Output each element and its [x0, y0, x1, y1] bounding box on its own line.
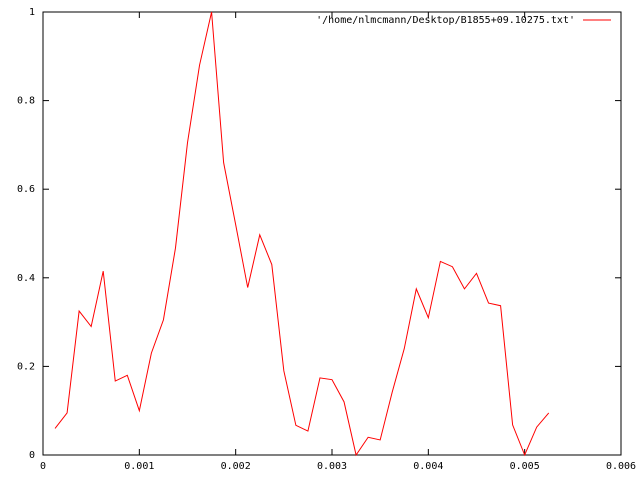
data-line [54, 11, 550, 457]
x-tick-label: 0.006 [606, 461, 636, 472]
x-tick-label: 0 [40, 461, 46, 472]
plot-border [42, 11, 622, 456]
x-tick-label: 0.004 [413, 461, 443, 472]
y-tick-label: 1 [29, 7, 35, 18]
y-tick-label: 0.8 [17, 96, 35, 107]
legend-label: '/home/nlmcmann/Desktop/B1855+09.10275.t… [316, 15, 575, 26]
y-tick-label: 0.6 [17, 184, 35, 195]
y-tick-label: 0.2 [17, 361, 35, 372]
x-tick-label: 0.002 [221, 461, 251, 472]
x-tick-label: 0.003 [317, 461, 347, 472]
x-tick-label: 0.001 [124, 461, 154, 472]
y-tick-label: 0 [29, 450, 35, 461]
x-tick-label: 0.005 [510, 461, 540, 472]
y-tick-label: 0.4 [17, 273, 35, 284]
